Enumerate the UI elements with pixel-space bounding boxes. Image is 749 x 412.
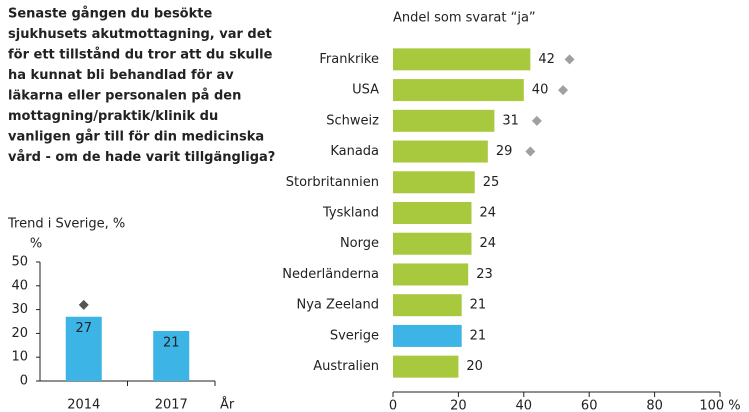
question-line: vanligen går till för din medicinska	[8, 130, 264, 145]
bar	[393, 171, 475, 194]
y-axis-label: %	[30, 237, 42, 252]
value-label: 23	[476, 267, 493, 282]
category-label: Frankrike	[319, 52, 379, 67]
y-tick-label: 50	[11, 255, 28, 270]
bar	[393, 232, 472, 255]
category-label: Nederländerna	[282, 267, 379, 282]
y-tick-label: 40	[11, 278, 28, 293]
y-tick-label: 10	[11, 350, 28, 365]
category-label: Schweiz	[326, 113, 379, 128]
category-label: Storbritannien	[286, 175, 379, 190]
x-tick-label: 2017	[155, 398, 188, 412]
x-tick-label: 20	[450, 399, 467, 412]
question-line: ha kunnat bli behandlad för av	[8, 68, 234, 83]
value-label: 21	[470, 328, 487, 343]
chart-title: Andel som svarat “ja”	[393, 11, 536, 26]
reference-marker	[525, 146, 536, 157]
category-label: Tyskland	[322, 206, 379, 221]
value-label: 20	[466, 359, 483, 374]
bar	[393, 79, 524, 102]
x-tick-label: 2014	[67, 398, 100, 412]
category-label: Australien	[313, 359, 379, 374]
bar	[393, 294, 462, 317]
x-tick-label: 100 %	[699, 399, 740, 412]
value-label: 27	[75, 321, 92, 336]
x-tick-label: 40	[516, 399, 533, 412]
question-line: Senaste gången du besökte	[8, 7, 212, 22]
x-tick-label: 80	[646, 399, 663, 412]
bar	[393, 263, 469, 286]
bar	[393, 48, 531, 71]
bar	[393, 324, 462, 347]
value-label: 21	[470, 298, 487, 313]
category-label: Norge	[340, 236, 379, 251]
x-tick-label: 0	[389, 399, 397, 412]
value-label: 24	[479, 206, 496, 221]
y-tick-label: 0	[20, 374, 28, 389]
category-label: USA	[352, 83, 379, 98]
question-line: för ett tillstånd du tror att du skulle	[8, 48, 273, 63]
y-tick-label: 20	[11, 326, 28, 341]
bar	[393, 109, 495, 132]
trend-title: Trend i Sverige, %	[7, 217, 125, 232]
value-label: 31	[502, 113, 519, 128]
x-axis-label: År	[220, 397, 235, 412]
question-line: sjukhusets akutmottagning, var det	[8, 27, 272, 42]
value-label: 42	[538, 52, 555, 67]
value-label: 24	[479, 236, 496, 251]
category-label: Kanada	[330, 144, 379, 159]
bar	[393, 140, 488, 163]
value-label: 25	[483, 175, 500, 190]
value-label: 40	[532, 83, 549, 98]
reference-marker	[78, 299, 89, 310]
question-line: vård - om de hade varit tillgängliga?	[8, 150, 275, 165]
bar	[153, 331, 190, 381]
bar	[65, 316, 102, 381]
question-line: mottagning/praktik/klinik du	[8, 109, 218, 124]
x-tick-label: 60	[581, 399, 598, 412]
category-label: Sverige	[330, 328, 379, 343]
reference-marker	[564, 54, 575, 65]
question-line: läkarna eller personalen på den	[8, 89, 241, 104]
category-label: Nya Zeeland	[297, 298, 380, 313]
y-tick-label: 30	[11, 302, 28, 317]
bar	[393, 355, 459, 378]
value-label: 21	[163, 336, 180, 351]
reference-marker	[558, 85, 569, 96]
value-label: 29	[496, 144, 513, 159]
bar	[393, 202, 472, 224]
reference-marker	[531, 115, 542, 126]
